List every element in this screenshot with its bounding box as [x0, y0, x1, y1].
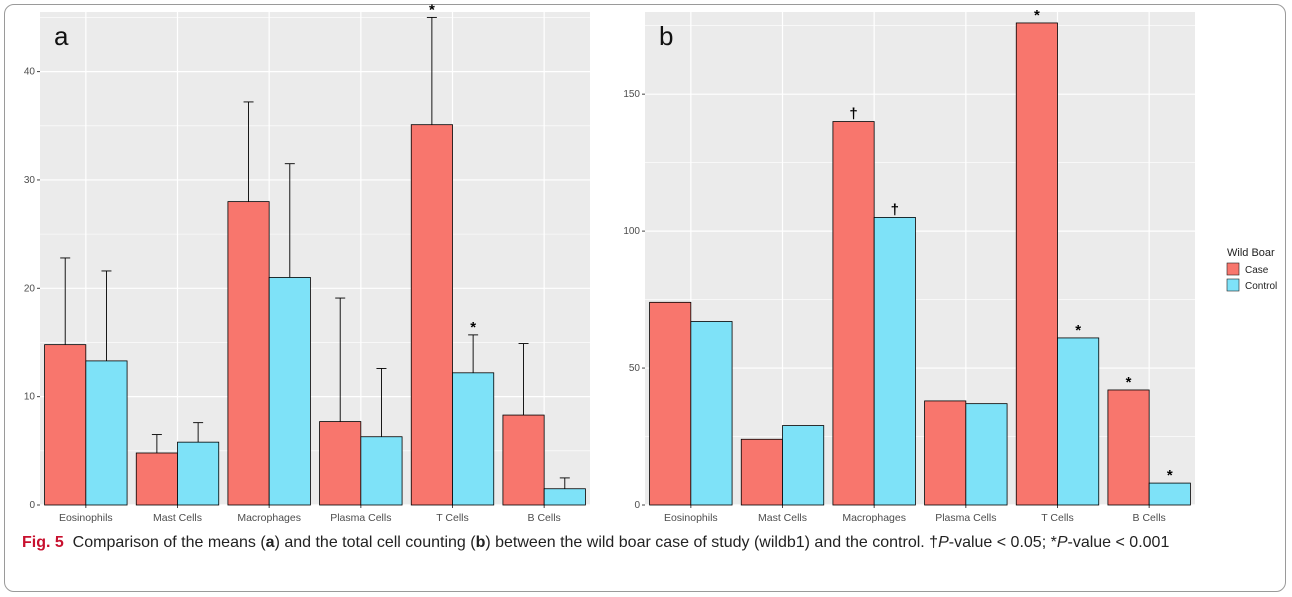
caption-panel-a: a: [265, 534, 275, 551]
y-tick-label: 40: [24, 67, 36, 78]
x-tick-label: B Cells: [528, 512, 561, 524]
legend-key-control: [1226, 278, 1240, 292]
x-tick-label: T Cells: [436, 512, 468, 524]
caption-fig-label: Fig. 5: [22, 534, 64, 551]
bar-case: [44, 344, 87, 506]
bar-control: [1148, 482, 1191, 506]
caption-p-italic-2: P: [1056, 534, 1068, 551]
significance-marker: *: [1034, 7, 1040, 24]
legend: Wild Boar Case Control: [1226, 247, 1277, 292]
legend-key-case: [1226, 262, 1240, 276]
bar-control: [177, 441, 220, 506]
caption-text-1: Comparison of the means (: [72, 534, 266, 551]
bar-case: [649, 301, 692, 506]
bar-control: [543, 488, 586, 506]
bar-case: [319, 421, 362, 506]
caption-text-5: -value < 0.001: [1067, 534, 1170, 551]
caption-panel-b: b: [475, 534, 486, 551]
bar-control: [1057, 337, 1100, 506]
bar-case: [410, 124, 453, 506]
y-tick-label: 10: [24, 392, 36, 403]
figure-charts: 0 10 20 30 40 Eosinophils Mast Cells Macrophage…: [24, 1, 1277, 524]
significance-marker: †: [849, 106, 857, 123]
x-tick-label: Macrophages: [237, 512, 301, 524]
x-tick-label: Mast Cells: [153, 512, 202, 524]
bar-case: [1015, 22, 1058, 506]
significance-marker: *: [1167, 467, 1173, 484]
bar-case: [924, 400, 967, 506]
figure-frame: [4, 4, 1286, 592]
panel-b: 0 50 100 150 Eosinophils Mast Cells Macrophage…: [623, 7, 1195, 524]
bar-control: [782, 425, 825, 506]
bar-control: [85, 360, 128, 506]
x-tick-label: Plasma Cells: [330, 512, 391, 524]
significance-marker: *: [1126, 374, 1132, 391]
bar-case: [135, 452, 178, 506]
bar-control: [268, 277, 311, 506]
bar-case: [502, 414, 545, 506]
x-tick-label: Plasma Cells: [935, 512, 996, 524]
y-tick-label: 50: [629, 363, 641, 374]
y-tick-label: 0: [29, 500, 35, 511]
y-tick-label: 20: [24, 283, 36, 294]
bar-case: [227, 201, 270, 506]
legend-title: Wild Boar: [1227, 247, 1275, 259]
bar-case: [832, 121, 875, 506]
y-tick-label: 0: [634, 500, 640, 511]
bar-case: [1107, 389, 1150, 506]
y-tick-label: 150: [623, 89, 640, 100]
bar-control: [452, 372, 495, 506]
y-tick-label: 30: [24, 175, 36, 186]
figure-caption: Fig. 5 Comparison of the means (a) and t…: [22, 531, 1277, 554]
plot-background: [40, 12, 590, 505]
x-tick-label: Eosinophils: [59, 512, 113, 524]
bar-control: [873, 217, 916, 506]
bar-control: [690, 321, 733, 506]
y-tick-label: 100: [623, 226, 640, 237]
x-tick-label: T Cells: [1041, 512, 1073, 524]
panel-label: b: [659, 21, 673, 51]
panel-a: 0 10 20 30 40 Eosinophils Mast Cells Macrophage…: [24, 1, 590, 524]
significance-marker: *: [470, 319, 476, 336]
legend-label-case: Case: [1245, 265, 1269, 276]
x-tick-label: Macrophages: [842, 512, 906, 524]
bar-control: [965, 403, 1008, 506]
x-tick-label: Eosinophils: [664, 512, 718, 524]
significance-marker: *: [1075, 322, 1081, 339]
x-tick-label: B Cells: [1133, 512, 1166, 524]
x-tick-label: Mast Cells: [758, 512, 807, 524]
significance-marker: †: [891, 201, 899, 218]
caption-text-3: ) between the wild boar case of study (w…: [485, 534, 939, 551]
legend-label-control: Control: [1245, 281, 1277, 292]
panel-label: a: [54, 21, 69, 51]
significance-marker: *: [429, 1, 435, 18]
caption-p-italic-1: P: [938, 534, 949, 551]
caption-text-4: -value < 0.05; *: [948, 534, 1057, 551]
bar-case: [740, 438, 783, 506]
caption-text-2: ) and the total cell counting (: [274, 534, 476, 551]
bar-control: [360, 436, 403, 506]
